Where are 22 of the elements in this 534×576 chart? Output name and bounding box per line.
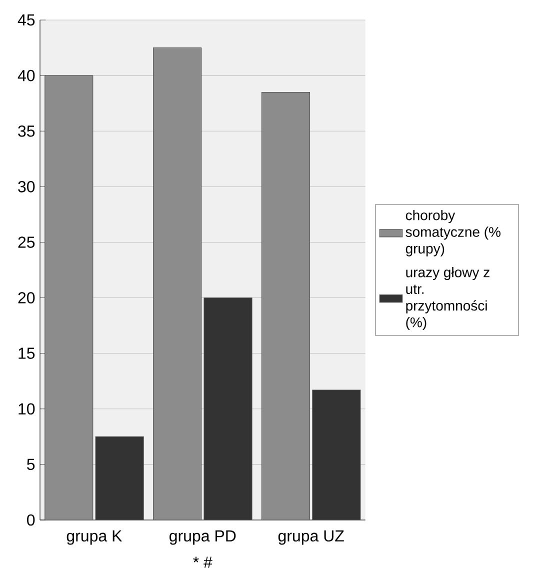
y-tick-label: 20: [18, 292, 35, 304]
y-tick-label: 25: [18, 236, 35, 248]
x-tick-label: grupa K: [66, 530, 122, 545]
y-tick-label: 30: [18, 181, 35, 192]
y-tick-label: 10: [18, 403, 35, 415]
x-tick-label: grupa PD: [170, 530, 236, 545]
bar: [262, 92, 310, 520]
y-tick-label: 15: [18, 348, 35, 359]
bar: [204, 298, 252, 520]
bar: [312, 390, 361, 520]
y-tick-label: 45: [18, 14, 35, 26]
bar: [153, 48, 202, 520]
y-tick-label: 0: [27, 514, 35, 526]
y-tick-label: 40: [18, 70, 35, 82]
y-tick-label: 35: [18, 125, 35, 137]
x-tick-label: grupa UZ: [278, 530, 344, 545]
bar: [95, 436, 144, 520]
legend-label: urazy głowy z utr. przytomności (%): [406, 267, 490, 330]
text: * #: [193, 556, 212, 568]
bar: [44, 75, 94, 520]
y-tick-label: 5: [27, 458, 35, 470]
legend-label: choroby somatyczne (% grupy): [406, 210, 500, 256]
